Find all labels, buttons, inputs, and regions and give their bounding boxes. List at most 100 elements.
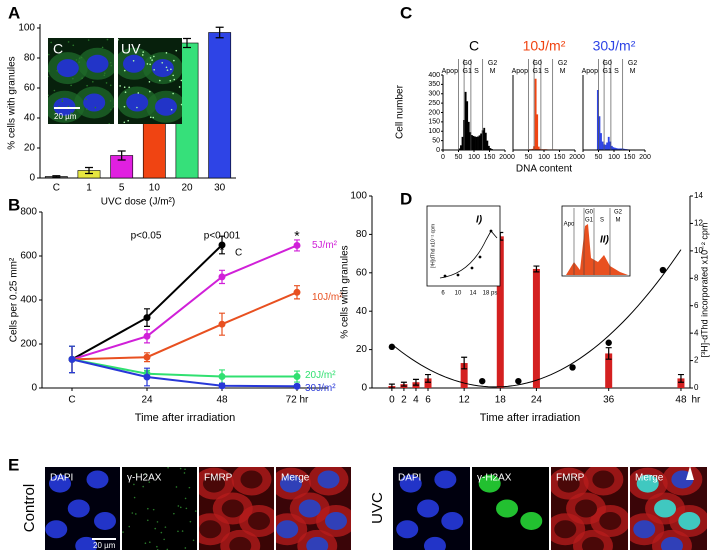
phase-label: Apop	[512, 68, 528, 75]
granule	[156, 549, 159, 550]
granule	[149, 63, 151, 66]
histogram-bar	[617, 148, 619, 150]
inset-label: I)	[476, 215, 483, 226]
granule	[123, 69, 126, 72]
x-tick-label: C	[68, 395, 75, 406]
y2-axis-label: [³H]-dThd incorporated x10⁻² cpm	[699, 223, 709, 358]
histogram-bar	[461, 136, 464, 150]
column-label: γ-H2AX	[127, 473, 162, 484]
micrograph	[45, 467, 120, 550]
column-label: FMRP	[556, 473, 585, 484]
chart-title: 10J/m²	[523, 38, 566, 54]
y2-tick-label: 12	[694, 219, 703, 228]
granule	[173, 78, 176, 81]
x-tick-label: 36	[603, 395, 615, 406]
scale-bar-label: 20 µm	[54, 112, 77, 121]
granule	[177, 530, 179, 533]
granule	[75, 59, 78, 61]
nucleus	[423, 536, 446, 550]
data-point	[68, 355, 76, 363]
granule	[48, 53, 50, 56]
nucleus	[441, 511, 464, 530]
histogram-bar	[478, 135, 481, 150]
nucleus	[399, 474, 422, 493]
series-label: 10J/m²	[312, 292, 343, 303]
histogram-bar	[480, 133, 483, 150]
granule	[172, 74, 174, 77]
granule	[109, 84, 112, 87]
data-point	[143, 373, 151, 381]
granule	[113, 106, 114, 108]
phase-label: G2	[558, 60, 567, 67]
axes	[371, 196, 691, 389]
nucleus	[240, 470, 263, 489]
nucleus	[575, 499, 598, 518]
granule	[70, 84, 72, 87]
histogram-bar	[472, 135, 475, 150]
granule	[184, 547, 187, 549]
y-tick-label: 0	[436, 147, 440, 154]
x-tick-label: 5	[119, 183, 125, 194]
histogram-bar	[537, 146, 540, 150]
nucleus	[199, 520, 222, 539]
panel-letter: D	[400, 189, 412, 208]
bar	[605, 353, 613, 388]
granule	[189, 520, 192, 523]
granule	[142, 485, 144, 488]
error-bar	[461, 356, 468, 370]
histogram-bar	[539, 148, 542, 150]
histogram-bar	[618, 148, 621, 150]
y-tick-label: 200	[20, 339, 37, 350]
inset-tick-label: 14	[470, 291, 477, 297]
x-tick-label: 150	[484, 154, 496, 161]
granule	[188, 486, 191, 489]
x-tick-label: 24	[531, 395, 543, 406]
series-label: 30J/m²	[305, 383, 336, 394]
panel-letter: B	[8, 195, 20, 214]
x-tick-label: 200	[639, 154, 651, 161]
x-axis-label: Time after irradiation	[135, 412, 235, 424]
micrograph	[276, 467, 351, 550]
granule	[194, 510, 197, 512]
phase-label: S	[474, 68, 479, 75]
annotation: p<0.05	[131, 231, 162, 242]
y2-tick-label: 14	[694, 191, 703, 200]
granule	[169, 79, 172, 82]
error-bar	[605, 347, 612, 360]
nucleus	[221, 499, 244, 518]
granule	[133, 483, 135, 486]
x-tick-label: 30	[214, 183, 226, 194]
nucleus	[94, 511, 116, 530]
bar	[677, 378, 685, 388]
histogram-bar	[487, 145, 490, 150]
granule	[146, 63, 149, 65]
histogram-bar	[489, 148, 492, 150]
y-tick-label: 100	[350, 191, 367, 202]
panel-letter: E	[8, 455, 19, 474]
phase-label: G1	[603, 68, 612, 75]
nucleus	[317, 470, 340, 489]
granule	[180, 103, 182, 106]
y-tick-label: 400	[428, 72, 440, 79]
y-tick-label: 200	[428, 109, 440, 116]
inset-point	[443, 274, 447, 278]
granule	[136, 106, 138, 109]
inset-curve	[439, 230, 498, 279]
granule	[101, 46, 104, 49]
granule	[124, 91, 127, 93]
nucleus	[229, 536, 252, 550]
granule	[192, 539, 195, 542]
error-bar	[388, 383, 395, 389]
nucleus	[478, 474, 501, 493]
granule	[159, 79, 161, 82]
granule	[167, 467, 169, 469]
y-tick-label: 80	[356, 229, 368, 240]
error-bar	[117, 150, 126, 161]
scale-bar-label: 20 µm	[93, 541, 116, 550]
granule	[128, 525, 131, 528]
y2-tick-label: 2	[694, 356, 699, 365]
inset-frame	[426, 205, 501, 287]
granule	[173, 59, 175, 62]
y-tick-label: 400	[20, 295, 37, 306]
y-tick-label: 40	[356, 306, 368, 317]
